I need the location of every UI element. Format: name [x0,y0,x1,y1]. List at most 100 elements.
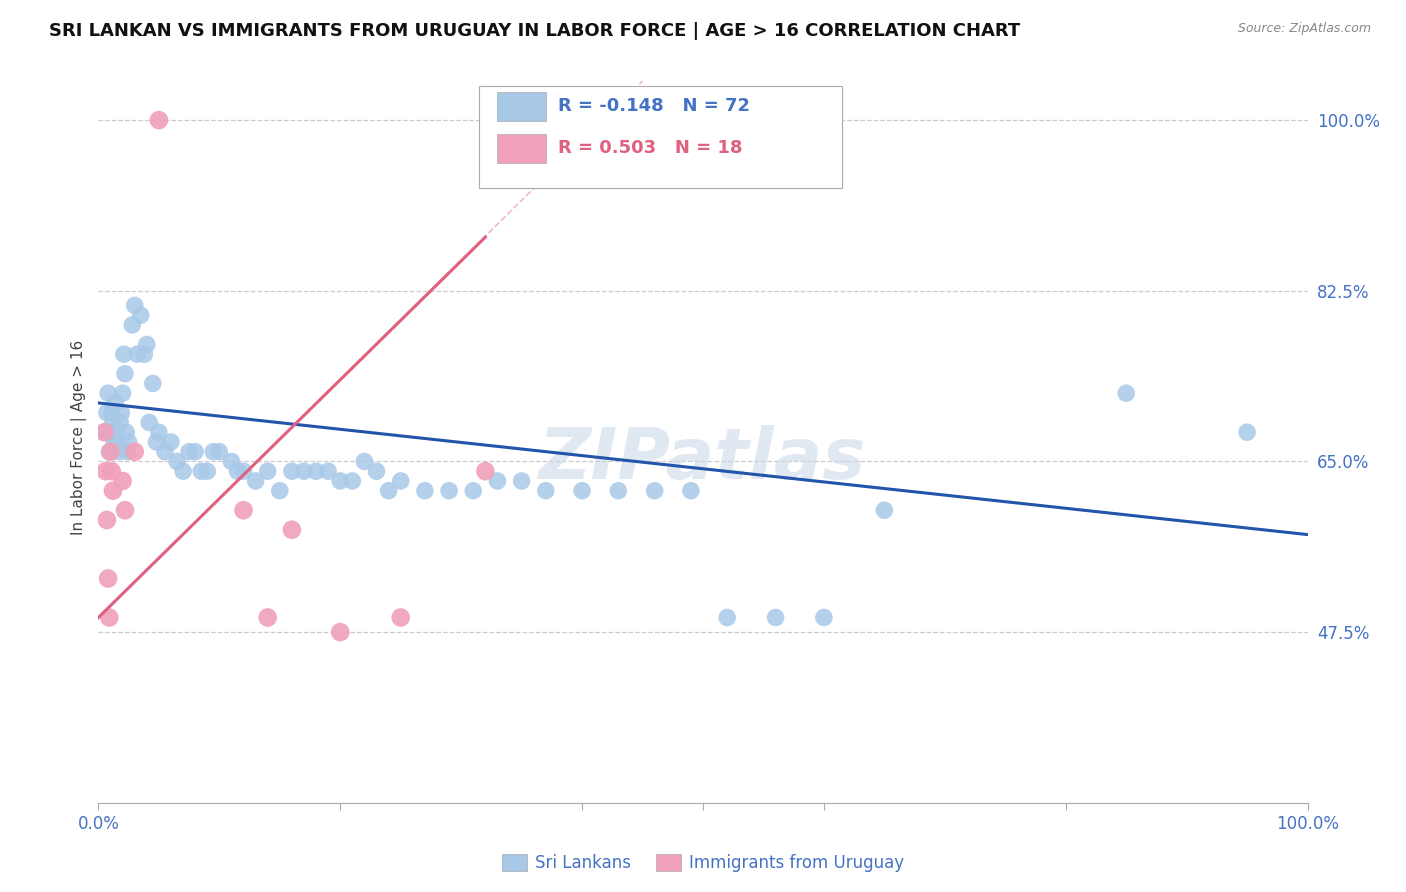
Point [329,625,352,640]
Point [148,425,170,440]
Point [389,474,412,488]
Point [97,386,120,401]
Point [232,503,254,517]
Point [644,483,666,498]
Point [437,483,460,498]
Point [765,610,787,624]
Point [316,464,339,478]
Point [413,483,436,498]
Point [281,523,304,537]
Point [100,406,122,420]
Point [114,367,136,381]
Point [115,425,138,440]
Point [1236,425,1258,440]
Point [160,434,183,449]
Point [100,425,122,440]
Point [98,444,121,458]
Point [94,464,117,478]
Point [100,444,122,458]
Point [510,474,533,488]
Point [134,347,156,361]
Point [105,425,128,440]
Point [93,425,115,440]
Point [110,406,132,420]
Point [607,483,630,498]
Point [342,474,364,488]
Point [108,416,131,430]
Point [281,464,304,478]
Point [103,434,125,449]
Point [129,308,152,322]
Point [111,386,134,401]
Point [329,474,352,488]
Point [172,464,194,478]
Point [292,464,315,478]
Point [256,610,278,624]
Text: R = 0.503   N = 18: R = 0.503 N = 18 [558,139,742,157]
Point [101,416,124,430]
Point [138,416,160,430]
Point [474,464,496,478]
Point [813,610,835,624]
Text: SRI LANKAN VS IMMIGRANTS FROM URUGUAY IN LABOR FORCE | AGE > 16 CORRELATION CHAR: SRI LANKAN VS IMMIGRANTS FROM URUGUAY IN… [49,22,1021,40]
Point [184,444,207,458]
Point [208,444,231,458]
Point [153,444,176,458]
Point [232,464,254,478]
Point [534,483,557,498]
Point [389,610,412,624]
Point [202,444,225,458]
Point [221,454,243,468]
Point [148,113,170,128]
Point [873,503,896,517]
Text: Source: ZipAtlas.com: Source: ZipAtlas.com [1237,22,1371,36]
Point [135,337,157,351]
Point [353,454,375,468]
Point [96,513,118,527]
Point [101,483,124,498]
FancyBboxPatch shape [479,86,842,188]
Point [179,444,201,458]
Point [366,464,388,478]
Point [93,425,115,440]
Point [100,464,122,478]
Point [112,347,135,361]
Text: ZIPatlas: ZIPatlas [540,425,866,493]
Point [256,464,278,478]
Point [124,444,146,458]
Point [124,298,146,312]
Point [245,474,267,488]
Point [121,318,143,332]
Point [118,434,141,449]
Point [104,396,127,410]
Y-axis label: In Labor Force | Age > 16: In Labor Force | Age > 16 [72,340,87,534]
Point [127,347,149,361]
Point [195,464,218,478]
Point [305,464,328,478]
Point [679,483,702,498]
Point [463,483,485,498]
Point [571,483,593,498]
Point [486,474,509,488]
Legend: Sri Lankans, Immigrants from Uruguay: Sri Lankans, Immigrants from Uruguay [495,847,911,879]
FancyBboxPatch shape [498,134,546,162]
Point [377,483,399,498]
Point [1115,386,1137,401]
Text: R = -0.148   N = 72: R = -0.148 N = 72 [558,97,749,115]
Point [145,434,167,449]
Point [226,464,249,478]
Point [97,572,120,586]
Point [269,483,291,498]
Point [142,376,165,391]
Point [117,444,139,458]
Point [98,610,121,624]
FancyBboxPatch shape [498,92,546,121]
Point [108,444,131,458]
Point [107,434,129,449]
Point [114,503,136,517]
Point [166,454,188,468]
Point [716,610,738,624]
Point [96,406,118,420]
Point [190,464,212,478]
Point [111,474,134,488]
